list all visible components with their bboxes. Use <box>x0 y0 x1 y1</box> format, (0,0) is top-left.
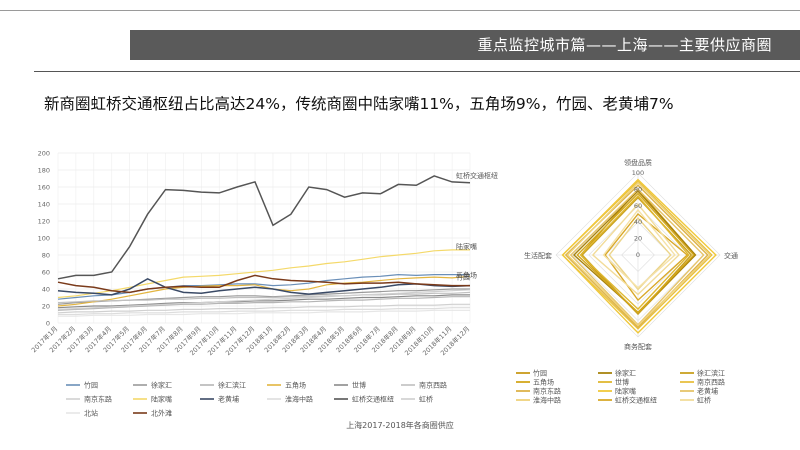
y-tick-label: 80 <box>42 252 50 260</box>
radar-series-五角场 <box>576 192 695 314</box>
end-label: 五角场 <box>456 270 477 279</box>
radar-axis-label: 生活配套 <box>524 251 552 260</box>
series-line-虹桥交通枢纽 <box>57 175 471 280</box>
radar-legend-label: 陆家嘴 <box>615 387 636 396</box>
series-line-世博 <box>57 294 470 309</box>
line-chart-series <box>57 175 471 317</box>
end-label: 竹园 <box>456 273 470 282</box>
legend-label: 老黄埔 <box>218 395 239 404</box>
radar-legend-label: 徐家汇 <box>615 369 636 378</box>
radar-tick-label: 20 <box>634 235 642 243</box>
y-tick-label: 60 <box>42 269 50 277</box>
series-line-陆家嘴 <box>57 249 470 299</box>
end-label: 虹桥交通枢纽 <box>456 171 498 180</box>
y-tick-label: 40 <box>42 286 50 294</box>
y-tick-label: 20 <box>42 303 50 311</box>
series-line-淮海中路 <box>58 307 470 316</box>
radar-tick-label: 60 <box>634 202 642 210</box>
y-tick-label: 0 <box>46 320 50 328</box>
legend-label: 徐家汇 <box>151 381 172 390</box>
radar-series <box>561 178 717 334</box>
series-line-南京西路 <box>57 291 471 304</box>
radar-series-虹桥 <box>591 203 680 296</box>
page-title: 重点监控城市篇——上海——主要供应商圈 <box>477 36 772 54</box>
radar-series-北外滩 <box>602 208 676 289</box>
radar-axis-label: 商务配套 <box>624 342 652 351</box>
radar-legend-label: 五角场 <box>533 378 554 387</box>
top-rule <box>0 10 800 11</box>
radar-legend-label: 世博 <box>615 378 629 387</box>
radar-series-徐汇滨江 <box>581 196 693 316</box>
radar-legend-label: 南京东路 <box>533 387 561 396</box>
radar-series-世博 <box>579 194 690 311</box>
legend-label: 北外滩 <box>151 409 172 418</box>
radar-axis-label: 领盘品质 <box>624 158 652 167</box>
line-chart-y-axis: 0 20 40 60 80 100 120 140 160 180 200 <box>38 150 50 328</box>
y-tick-label: 200 <box>38 150 50 158</box>
series-line-老黄埔 <box>57 277 471 296</box>
radar-legend-label: 虹桥交通枢纽 <box>615 396 657 405</box>
radar-tick-label: 40 <box>634 218 642 226</box>
radar-series-虹桥交通枢纽 <box>604 213 689 302</box>
line-chart-x-axis: 2017年1月2017年2月2017年3月2017年4月2017年5月2017年… <box>29 324 471 357</box>
series-line-五角场 <box>57 275 471 307</box>
legend-label: 五角场 <box>285 381 306 390</box>
radar-tick-label: 0 <box>636 251 640 259</box>
series-line-南京东路 <box>57 303 470 314</box>
series-line-北外滩 <box>57 274 470 294</box>
legend-label: 竹园 <box>84 381 98 390</box>
legend-label: 淮海中路 <box>285 395 313 404</box>
radar-series-陆家嘴 <box>561 178 717 334</box>
series-line-北站 <box>58 309 470 317</box>
legend-label: 虹桥交通枢纽 <box>352 395 394 404</box>
radar-tick-label: 100 <box>632 169 644 177</box>
y-tick-label: 180 <box>38 167 50 175</box>
legend-label: 南京东路 <box>84 395 112 404</box>
y-tick-label: 120 <box>38 218 50 226</box>
headline-text: 新商圈虹桥交通枢纽占比高达24%，传统商圈中陆家嘴11%，五角场9%，竹园、老黄… <box>44 95 674 113</box>
end-label: 陆家嘴 <box>456 242 477 251</box>
legend-label: 南京西路 <box>419 381 447 390</box>
radar-legend-label: 淮海中路 <box>533 396 561 405</box>
radar-legend-label: 南京西路 <box>697 378 725 387</box>
legend-label: 世博 <box>352 381 366 390</box>
y-tick-label: 160 <box>38 184 50 192</box>
y-tick-label: 100 <box>38 235 50 243</box>
radar-legend-label: 徐汇滨江 <box>697 369 725 378</box>
legend-label: 虹桥 <box>419 395 433 404</box>
radar-legend-label: 虹桥 <box>697 396 711 405</box>
radar-legend-label: 竹园 <box>533 369 547 378</box>
legend-label: 陆家嘴 <box>151 395 172 404</box>
radar-axis-label: 交通 <box>724 251 738 260</box>
radar-series-北站 <box>608 217 672 291</box>
series-line-徐汇滨江 <box>57 296 470 311</box>
series-line-虹桥 <box>57 289 471 310</box>
y-tick-label: 140 <box>38 201 50 209</box>
line-chart: 0 20 40 60 80 100 120 140 160 180 200 2017年1月2017年… <box>29 150 498 418</box>
title-underline <box>34 71 800 72</box>
header-title-bar: 重点监控城市篇——上海——主要供应商圈 <box>130 30 800 60</box>
radar-series-淮海中路 <box>566 181 712 327</box>
chart-caption: 上海2017-2018年各商圈供应 <box>346 421 454 430</box>
radar-tick-label: 80 <box>634 185 642 193</box>
radar-legend-label: 老黄埔 <box>697 387 718 396</box>
legend-label: 北站 <box>84 409 98 418</box>
legend-label: 徐汇滨江 <box>218 381 246 390</box>
